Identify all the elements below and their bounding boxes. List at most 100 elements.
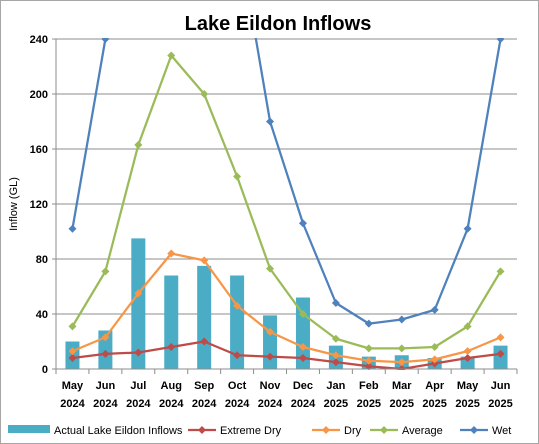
legend-marker: [322, 426, 330, 434]
x-tick-label-year: 2024: [93, 398, 118, 410]
x-tick-label-year: 2025: [455, 398, 479, 410]
x-tick-label-month: Sep: [194, 380, 214, 392]
x-tick-label-year: 2025: [324, 398, 348, 410]
x-tick-label-year: 2025: [422, 398, 446, 410]
x-tick-label-month: Jun: [491, 380, 511, 392]
series-marker: [134, 140, 143, 149]
series-marker: [266, 352, 275, 361]
y-tick-label: 120: [30, 199, 48, 211]
series-marker: [134, 348, 143, 357]
series-marker: [331, 351, 340, 360]
legend-label: Actual Lake Eildon Inflows: [54, 425, 183, 437]
chart-title: Lake Eildon Inflows: [185, 13, 372, 35]
bar: [197, 265, 212, 369]
series-marker: [101, 267, 110, 276]
series-marker: [463, 224, 472, 233]
x-tick-label-year: 2025: [488, 398, 512, 410]
tick-labels: 0 40 80 120 160 200 240 May 2024 Jun 2024 Jul 2024 Au…: [30, 34, 513, 410]
x-tick-label-year: 2024: [60, 398, 85, 410]
series-marker: [233, 301, 242, 310]
series-marker: [298, 310, 307, 318]
series-line: [71, 54, 502, 350]
series-marker: [331, 334, 340, 343]
gridlines: [56, 38, 517, 315]
bar: [98, 330, 113, 369]
series-marker: [298, 343, 307, 351]
series-marker: [298, 219, 307, 228]
series-marker: [167, 343, 176, 351]
x-tick-label-year: 2024: [225, 398, 250, 410]
series-marker: [496, 38, 505, 43]
y-tick-label: 200: [30, 89, 48, 101]
y-tick-label: 40: [36, 309, 48, 321]
y-axis-label: Inflow (GL): [8, 177, 20, 231]
legend-label: Wet: [492, 425, 511, 437]
series-marker: [331, 299, 340, 307]
series-marker: [101, 349, 110, 358]
bar: [164, 275, 179, 369]
series-marker: [364, 356, 373, 365]
series-marker: [397, 315, 406, 324]
series-marker: [430, 343, 439, 351]
legend: Actual Lake Eildon Inflows Extreme Dry Dry…: [8, 425, 511, 437]
x-tick-label-year: 2024: [291, 398, 316, 410]
series-marker: [496, 333, 505, 342]
series-marker: [200, 256, 209, 265]
series-marker: [101, 38, 110, 43]
series-marker: [397, 358, 406, 367]
legend-marker: [198, 426, 206, 434]
x-tick-label-month: Nov: [260, 380, 282, 392]
series-marker: [266, 264, 275, 273]
x-tick-label-month: Jan: [326, 380, 345, 392]
bar: [230, 275, 245, 369]
series-marker: [430, 355, 439, 364]
x-tick-label-year: 2025: [357, 398, 381, 410]
x-tick-label-year: 2025: [390, 398, 414, 410]
legend-marker: [470, 426, 478, 434]
series-line: [72, 252, 501, 364]
axes: [52, 38, 518, 374]
series-marker: [430, 305, 439, 314]
x-tick-label-year: 2024: [159, 398, 184, 410]
series-marker: [364, 344, 373, 353]
y-tick-label: 0: [42, 364, 48, 376]
series-marker: [233, 351, 242, 360]
series-marker: [397, 344, 406, 353]
series-marker: [233, 172, 242, 181]
legend-label: Dry: [344, 425, 362, 437]
series-marker: [463, 347, 472, 356]
x-tick-label-month: Feb: [359, 380, 379, 392]
series-marker: [167, 51, 176, 60]
series-marker: [167, 249, 176, 258]
series-marker: [463, 322, 472, 331]
legend-label: Extreme Dry: [220, 425, 282, 437]
series-marker: [68, 347, 77, 356]
x-tick-label-month: Oct: [228, 380, 247, 392]
series-marker: [68, 322, 77, 331]
y-tick-label: 80: [36, 254, 48, 266]
series-marker: [266, 327, 275, 336]
bar: [263, 315, 278, 369]
x-tick-label-month: Mar: [392, 380, 412, 392]
legend-label: Average: [402, 425, 443, 437]
x-tick-label-month: Dec: [293, 380, 313, 392]
series-marker: [463, 354, 472, 362]
series-marker: [266, 117, 275, 126]
x-tick-label-month: Apr: [425, 380, 445, 392]
series-marker: [364, 362, 373, 370]
x-tick-label-year: 2024: [192, 398, 217, 410]
x-tick-label-month: May: [457, 380, 479, 392]
series-marker: [134, 289, 143, 298]
series-line: [72, 340, 501, 370]
x-tick-label-month: Jun: [96, 380, 116, 392]
x-tick-label-month: May: [62, 380, 84, 392]
legend-marker: [380, 426, 388, 434]
y-tick-label: 160: [30, 144, 48, 156]
line-series: [68, 38, 505, 370]
series-marker: [496, 349, 505, 358]
x-tick-label-year: 2024: [126, 398, 151, 410]
series-marker: [200, 337, 209, 346]
bar: [131, 238, 146, 369]
